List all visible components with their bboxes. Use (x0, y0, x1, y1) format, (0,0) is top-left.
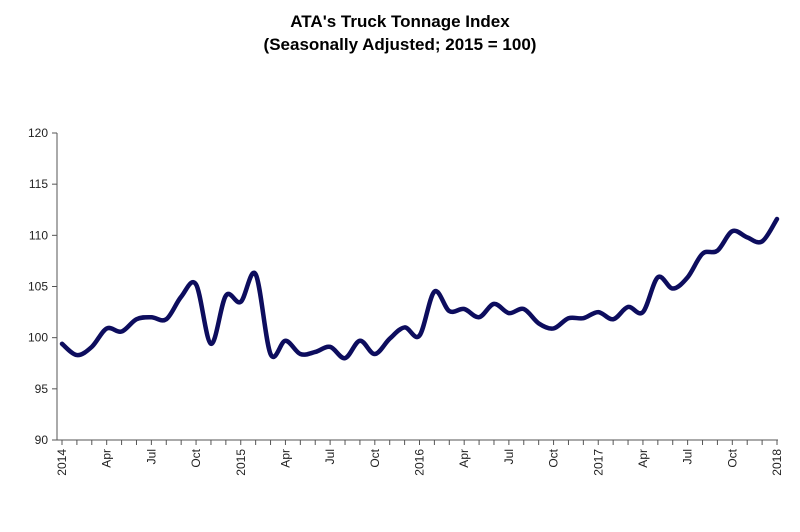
x-tick-label: Jul (144, 449, 158, 464)
x-tick-label: 2016 (413, 449, 427, 476)
chart-title: ATA's Truck Tonnage Index (290, 12, 510, 31)
y-tick-label: 115 (29, 177, 48, 191)
x-tick-label: Oct (368, 448, 382, 467)
x-tick-label: Oct (725, 448, 739, 467)
x-tick-label: Oct (547, 448, 561, 467)
x-tick-label: Jul (502, 449, 516, 464)
y-tick-label: 110 (29, 228, 48, 242)
chart-subtitle: (Seasonally Adjusted; 2015 = 100) (263, 35, 537, 54)
x-tick-label: 2014 (55, 449, 69, 476)
series-line (59, 216, 780, 361)
y-tick-label: 105 (28, 280, 48, 294)
x-tick-label: Jul (323, 449, 337, 464)
x-tick-label: Apr (636, 449, 650, 468)
x-tick-label: 2015 (234, 449, 248, 476)
x-tick-label: 2017 (591, 449, 605, 476)
y-tick-label: 100 (28, 331, 48, 345)
x-tick-label: 2018 (770, 449, 784, 476)
y-tick-label: 95 (35, 382, 49, 396)
y-tick-label: 90 (35, 433, 49, 447)
x-tick-label: Apr (278, 449, 292, 468)
x-tick-label: Oct (189, 448, 203, 467)
x-tick-label: Jul (681, 449, 695, 464)
x-tick-label: Apr (100, 449, 114, 468)
x-tick-label: Apr (457, 449, 471, 468)
y-tick-label: 120 (28, 126, 48, 140)
